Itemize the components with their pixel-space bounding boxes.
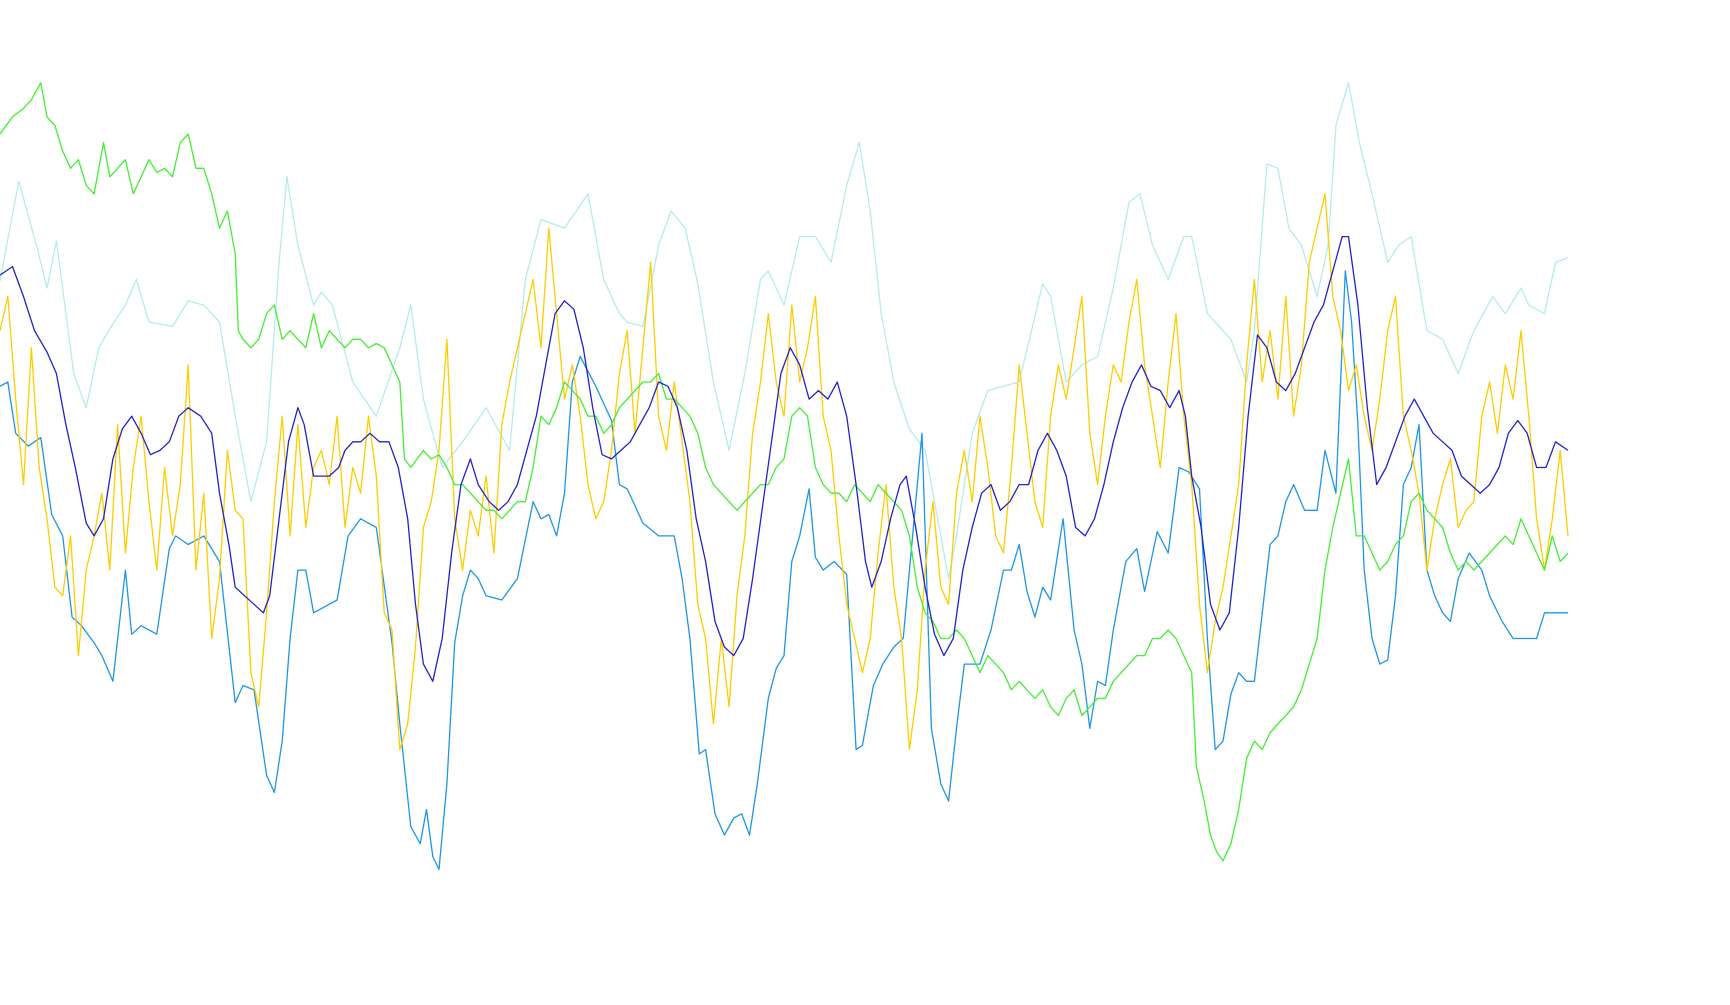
series-line-1: [0, 82, 1569, 580]
series-line-2: [0, 270, 1568, 871]
series-line-4: [0, 82, 1569, 862]
series-line-5: [0, 235, 1569, 682]
series-layer: [0, 82, 1569, 871]
series-line-3: [0, 193, 1569, 751]
